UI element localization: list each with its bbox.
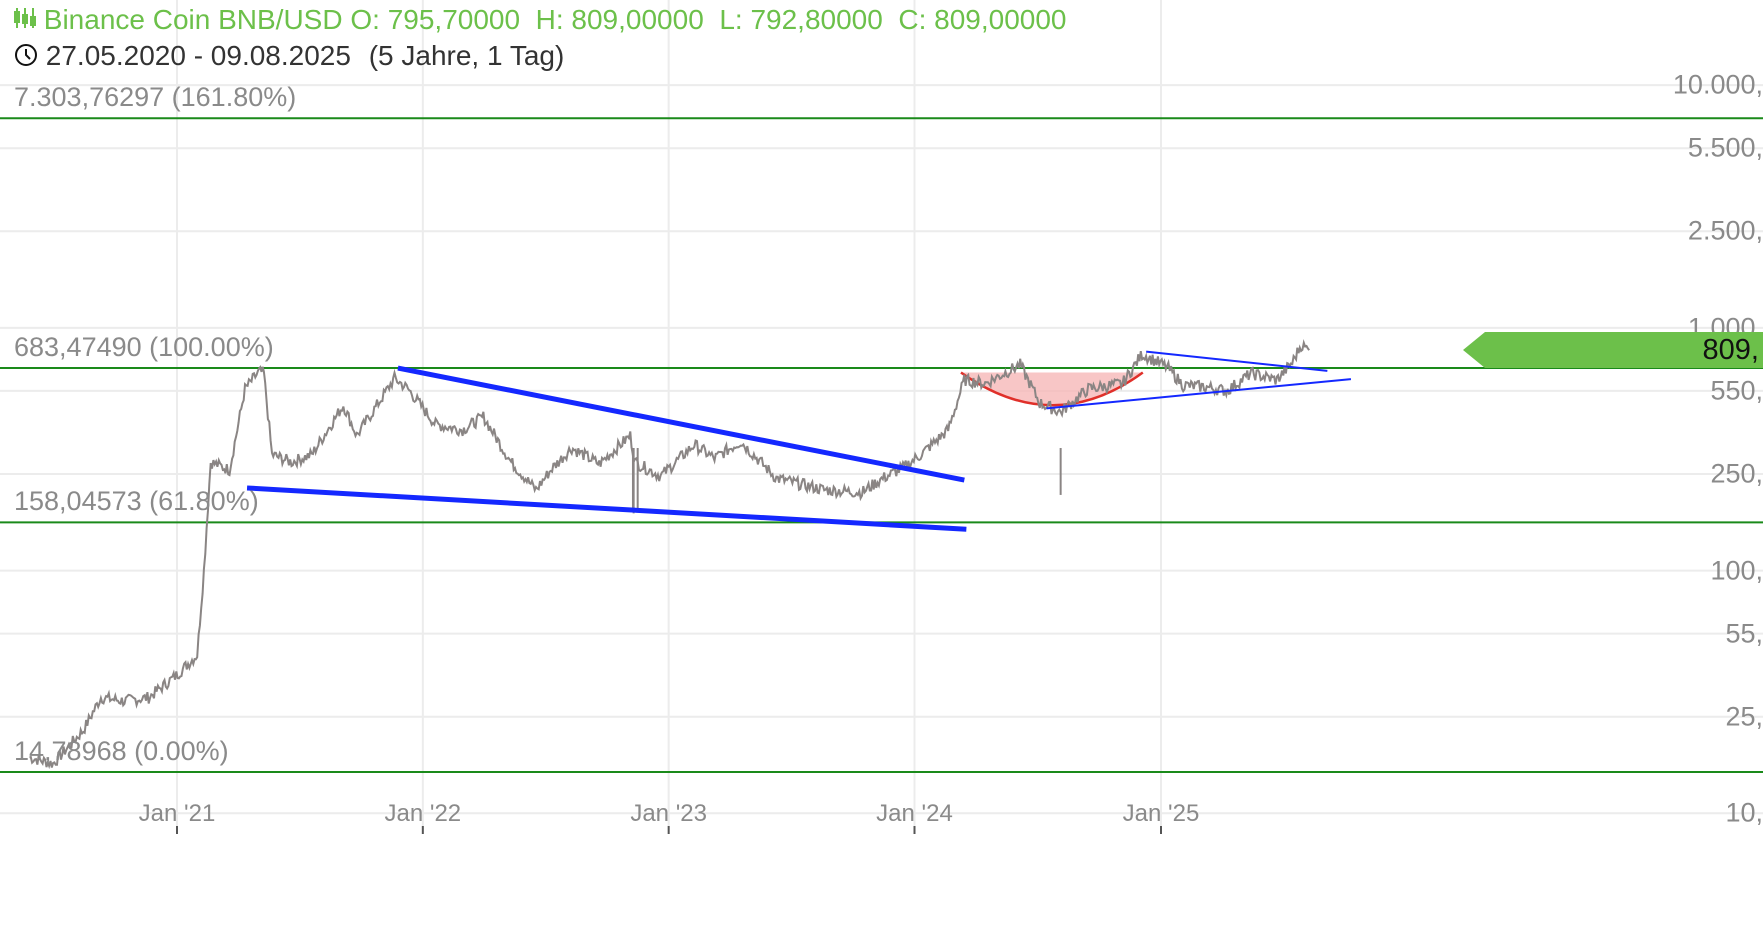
x-tick-label: Jan '23: [630, 800, 707, 827]
x-tick-label: Jan '21: [138, 800, 216, 827]
y-tick-label: 550,: [1710, 375, 1763, 406]
x-tick-label: Jan '24: [876, 800, 953, 827]
trendline: [1046, 378, 1352, 410]
x-tick-label: Jan '22: [384, 800, 462, 827]
instrument-name: Binance Coin BNB/USD: [43, 4, 343, 35]
fib-level-label: 158,04573 (61.80%): [14, 486, 259, 517]
y-tick-label: 100,: [1710, 555, 1763, 586]
x-tick-label: Jan '25: [1122, 800, 1200, 827]
price-line: [29, 339, 1310, 770]
fib-level-label: 683,47490 (100.00%): [14, 332, 274, 362]
current-price-tag: 809,: [1463, 332, 1763, 369]
date-range-header: 27.05.2020 - 09.08.2025 (5 Jahre, 1 Tag): [14, 40, 564, 74]
ohlc-values: O: 795,70000 H: 809,00000 L: 792,80000 C…: [350, 4, 1067, 35]
y-tick-label: 10.000,: [1672, 69, 1763, 100]
trendline: [246, 485, 967, 532]
y-tick-label: 10,: [1725, 797, 1763, 828]
instrument-header: Binance Coin BNB/USD O: 795,70000 H: 809…: [14, 4, 1067, 36]
y-tick-label: 5.500,: [1687, 132, 1763, 163]
trendline: [1146, 350, 1328, 372]
y-tick-label: 25,: [1725, 701, 1763, 732]
period-label: (5 Jahre, 1 Tag): [368, 40, 565, 71]
fib-level-label: 14,78968 (0.00%): [14, 736, 229, 767]
date-range[interactable]: 27.05.2020 - 09.08.2025: [45, 40, 351, 71]
fib-level-label: 7.303,76297 (161.80%): [14, 82, 297, 113]
current-price-label: 809,: [1702, 334, 1759, 367]
y-tick-label: 250,: [1710, 458, 1763, 489]
trendline: [397, 365, 965, 483]
candlestick-icon: [14, 5, 36, 28]
y-tick-label: 2.500,: [1687, 215, 1763, 246]
y-tick-label: 55,: [1725, 618, 1763, 649]
clock-icon[interactable]: [14, 42, 38, 74]
